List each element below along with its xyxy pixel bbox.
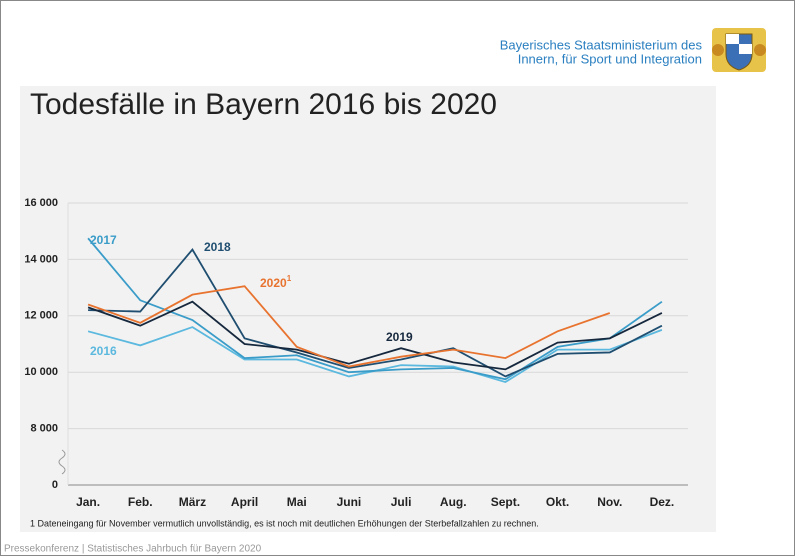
y-tick-label: 8 000 [30, 423, 58, 435]
axis-break [58, 449, 66, 475]
series-name: 2016 [90, 344, 117, 358]
y-tick-label: 10 000 [24, 366, 58, 378]
series-name: 2017 [90, 233, 117, 247]
series-label: 20201 [260, 274, 292, 290]
x-tick-label: Jan. [76, 495, 100, 509]
series-label: 2019 [386, 330, 413, 344]
series-line [87, 285, 611, 368]
series-line [88, 247, 663, 378]
series-label: 2017 [90, 233, 117, 247]
series-line [87, 237, 663, 381]
series-name: 2019 [386, 330, 413, 344]
coat-of-arms [712, 28, 766, 72]
x-tick-label: Feb. [128, 495, 153, 509]
x-tick-label: Sept. [491, 495, 520, 509]
series-label: 2018 [204, 240, 231, 254]
y-tick-label: 16 000 [24, 197, 58, 209]
y-tick-label: 0 [52, 479, 58, 491]
x-tick-label: März [179, 495, 206, 509]
x-tick-label: Dez. [650, 495, 675, 509]
series-label: 2016 [90, 344, 117, 358]
series-name: 2018 [204, 240, 231, 254]
x-tick-label: Aug. [440, 495, 467, 509]
x-tick-label: Juli [391, 495, 412, 509]
series-line [87, 300, 663, 371]
note-marker: 1 [287, 274, 292, 283]
ministry-name: Innern, für Sport und Integration [518, 51, 702, 66]
x-tick-label: Okt. [546, 495, 569, 509]
footer: Pressekonferenz | Statistisches Jahrbuch… [4, 544, 262, 555]
x-tick-label: Nov. [597, 495, 622, 509]
chart-panel [20, 86, 716, 532]
chart-title: Todesfälle in Bayern 2016 bis 2020 [30, 88, 497, 121]
x-tick-label: Mai [287, 495, 307, 509]
ministry-name: Bayerisches Staatsministerium des [500, 37, 703, 52]
footnote: 1 Dateneingang für November vermutlich u… [30, 518, 539, 528]
series-name: 2020 [260, 276, 287, 290]
y-tick-label: 12 000 [24, 310, 58, 322]
x-tick-label: Juni [337, 495, 362, 509]
x-tick-label: April [231, 495, 258, 509]
y-tick-label: 14 000 [24, 253, 58, 265]
